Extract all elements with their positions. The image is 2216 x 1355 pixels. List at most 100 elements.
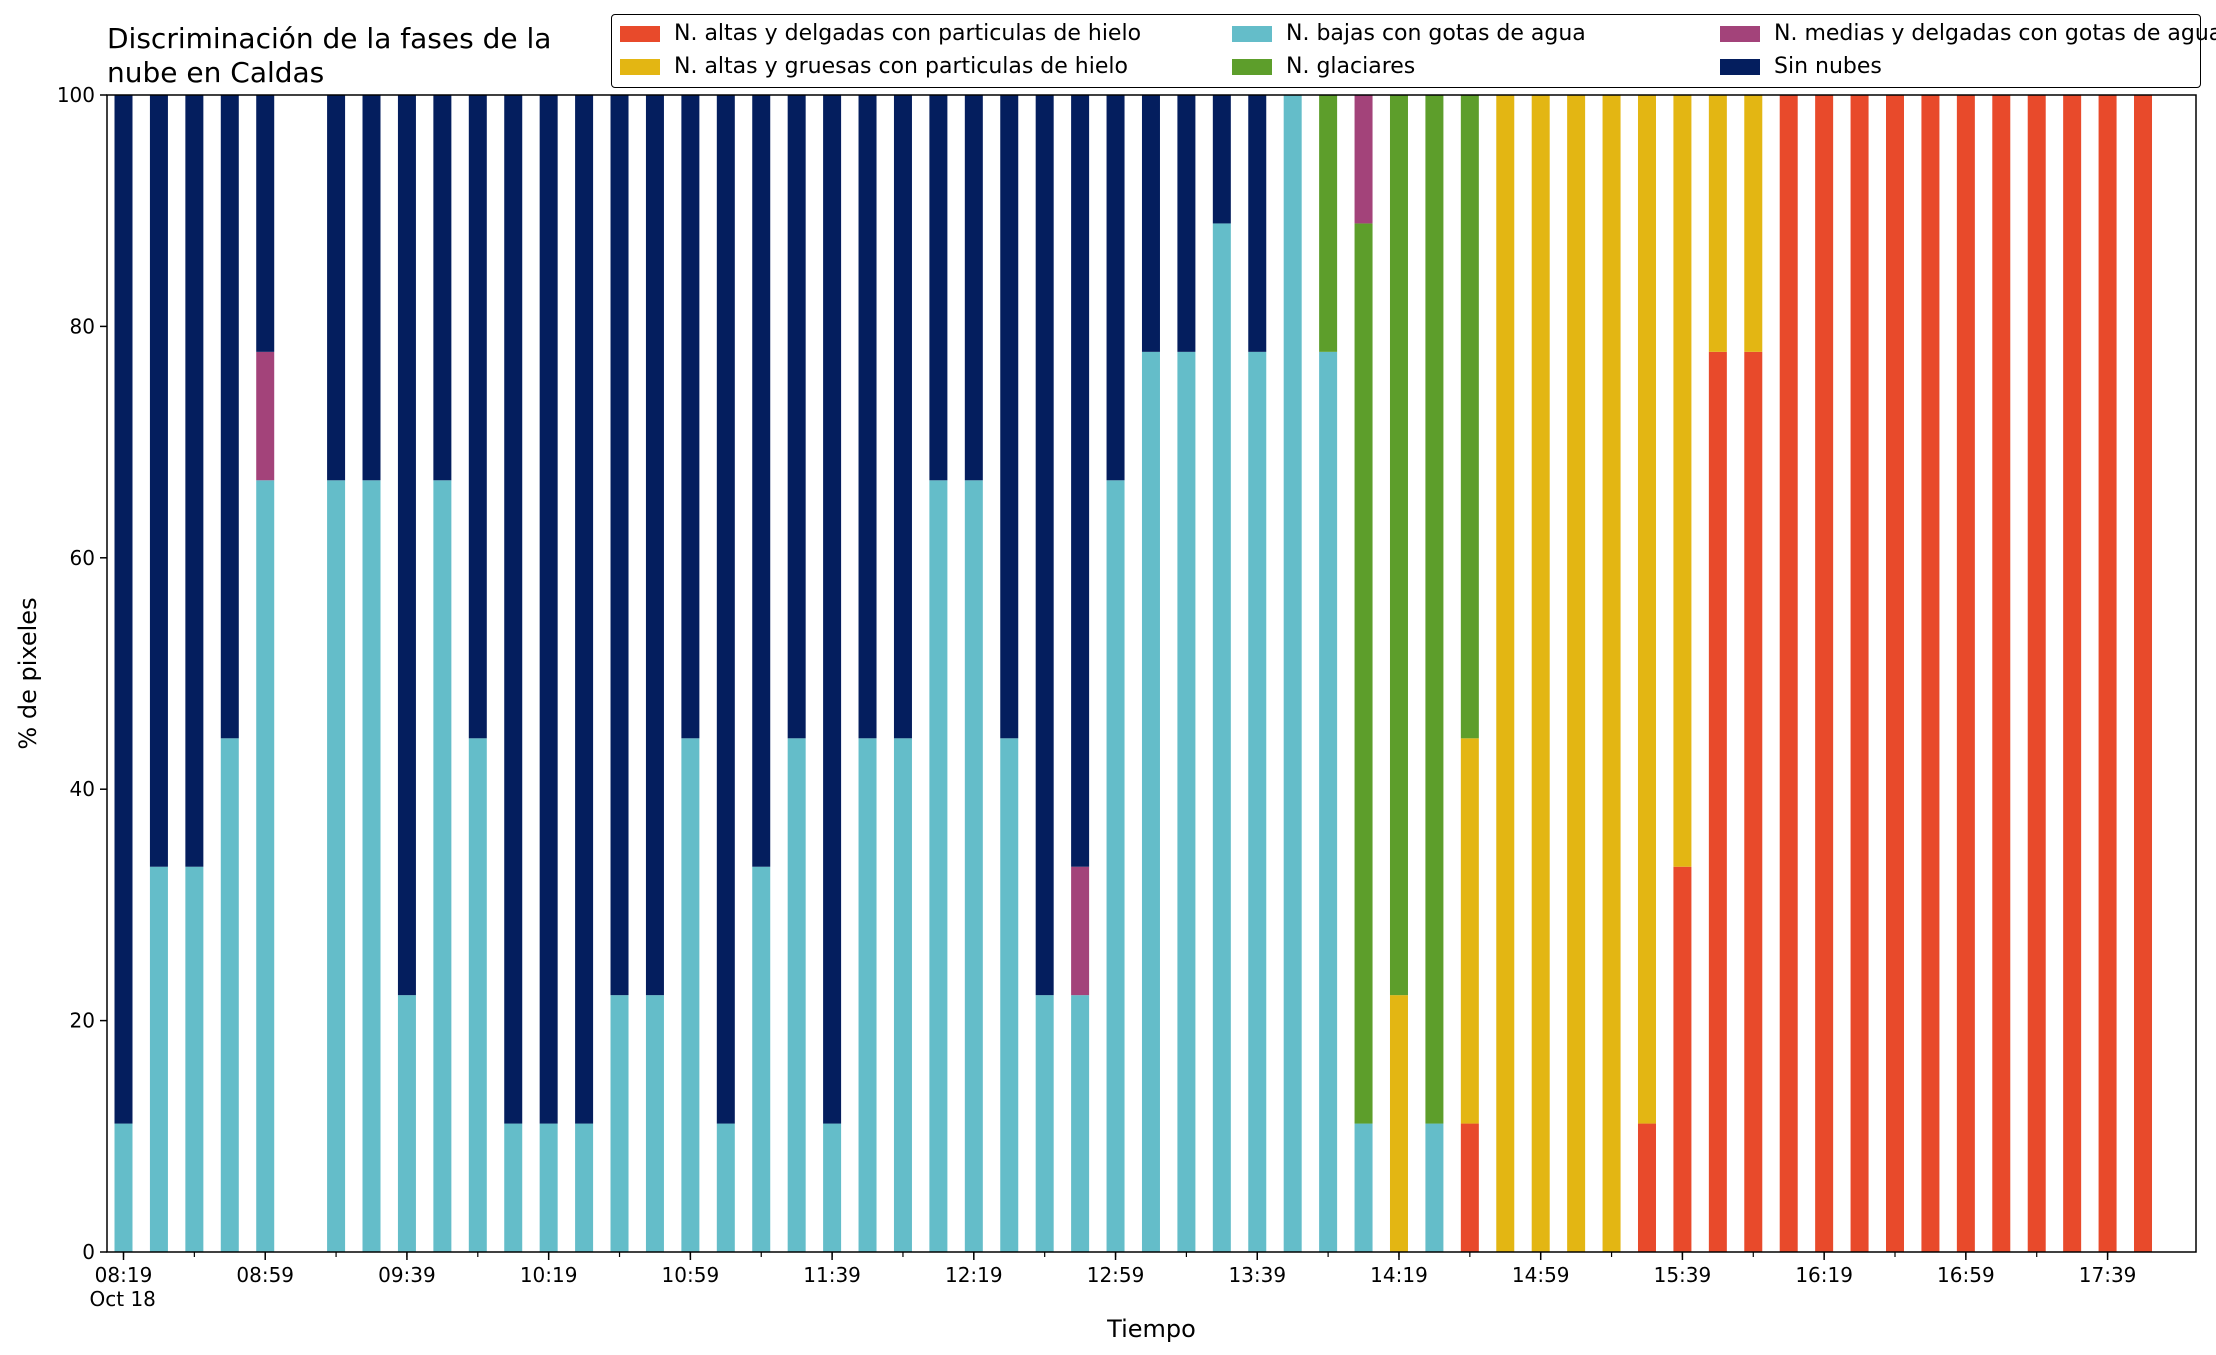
bar-segment: [256, 95, 275, 352]
y-tick-label: 0: [82, 1240, 95, 1264]
legend-swatch: [1232, 25, 1272, 42]
x-tick-label: 11:39: [803, 1263, 861, 1287]
bar-segment: [1035, 95, 1054, 996]
bar-segment: [220, 738, 239, 1252]
bar-segment: [433, 480, 452, 1252]
bar-segment: [1779, 95, 1798, 1252]
bar-segment: [1708, 351, 1727, 1252]
bar-segment: [1319, 95, 1338, 352]
x-tick-label: Oct 18: [90, 1287, 156, 1311]
bar-segment: [1248, 95, 1267, 352]
bar-segment: [752, 866, 771, 1252]
bar-segment: [1000, 738, 1019, 1252]
bar-segment: [1248, 351, 1267, 1252]
bar-segment: [1460, 1123, 1479, 1252]
bar-segment: [504, 1123, 523, 1252]
bar-segment: [1389, 995, 1408, 1252]
x-tick-label: 17:39: [2079, 1263, 2137, 1287]
bar-segment: [610, 995, 629, 1252]
legend: N. altas y delgadas con particulas de hi…: [611, 14, 2216, 88]
bar-segment: [1850, 95, 1869, 1252]
x-tick-label: 09:39: [378, 1263, 436, 1287]
bar-segment: [327, 480, 346, 1252]
bar-segment: [1212, 223, 1231, 1252]
bar-segment: [1425, 1123, 1444, 1252]
legend-label: N. medias y delgadas con gotas de agua: [1774, 21, 2216, 46]
legend-item: N. glaciares: [1232, 54, 1415, 79]
bar-segment: [362, 95, 381, 481]
x-tick-label: 10:19: [520, 1263, 578, 1287]
bar-segment: [858, 738, 877, 1252]
bar-segment: [1744, 95, 1763, 352]
legend-label: N. glaciares: [1286, 54, 1416, 79]
bar-segment: [468, 95, 487, 739]
x-tick-label: 16:19: [1795, 1263, 1853, 1287]
legend-swatch: [620, 58, 660, 75]
x-tick-label: 16:59: [1937, 1263, 1995, 1287]
x-tick-label: 08:19: [95, 1263, 153, 1287]
bar-segment: [1354, 95, 1373, 224]
bar-segment: [716, 1123, 735, 1252]
bar-segment: [1035, 995, 1054, 1252]
bar-segment: [1567, 95, 1586, 1252]
bar-segment: [539, 95, 558, 1124]
bar-segment: [185, 95, 204, 867]
bar-segment: [858, 95, 877, 739]
bar-segment: [1283, 95, 1302, 1252]
bar-segment: [220, 95, 239, 739]
bar-segment: [185, 866, 204, 1252]
bar-segment: [1071, 995, 1090, 1252]
legend-swatch: [1232, 58, 1272, 75]
y-tick-label: 100: [57, 83, 95, 107]
bar-segment: [1000, 95, 1019, 739]
bar-segment: [1673, 95, 1692, 867]
bar-segment: [1071, 95, 1090, 867]
bar-segment: [2098, 95, 2117, 1252]
bar-segment: [2027, 95, 2046, 1252]
bar-segment: [468, 738, 487, 1252]
bar-segment: [1212, 95, 1231, 224]
plot-frame: [106, 94, 2197, 1253]
x-axis-label: Tiempo: [1106, 1315, 1196, 1343]
bar-segment: [1319, 351, 1338, 1252]
bar-segment: [929, 95, 948, 481]
bar-segment: [1071, 866, 1090, 996]
y-axis-label: % de pixeles: [14, 597, 42, 749]
bar-segment: [114, 1123, 133, 1252]
bar-segment: [893, 95, 912, 739]
x-tick-label: 13:39: [1228, 1263, 1286, 1287]
legend-item: Sin nubes: [1720, 54, 1882, 79]
bar-segment: [1460, 95, 1479, 739]
bar-segment: [893, 738, 912, 1252]
bar-segment: [1354, 1123, 1373, 1252]
x-tick-label: 15:39: [1654, 1263, 1712, 1287]
bar-segment: [787, 95, 806, 739]
bar-segment: [1531, 95, 1550, 1252]
bar-segment: [752, 95, 771, 867]
legend-label: N. altas y gruesas con particulas de hie…: [674, 54, 1128, 79]
y-tick-label: 60: [70, 546, 95, 570]
legend-label: N. bajas con gotas de agua: [1286, 21, 1586, 46]
bar-segment: [1389, 95, 1408, 996]
bar-segment: [1141, 351, 1160, 1252]
bar-segment: [575, 95, 594, 1124]
bar-segment: [1106, 480, 1125, 1252]
bar-segment: [645, 95, 664, 996]
bar-segment: [1425, 95, 1444, 1124]
bar-segment: [1744, 351, 1763, 1252]
bar-segment: [539, 1123, 558, 1252]
bar-segment: [645, 995, 664, 1252]
bar-segment: [787, 738, 806, 1252]
bar-segment: [149, 866, 168, 1252]
bar-segment: [1141, 95, 1160, 352]
bar-segment: [1602, 95, 1621, 1252]
legend-swatch: [1720, 58, 1760, 75]
bar-segment: [2134, 95, 2153, 1252]
y-tick-label: 20: [70, 1009, 95, 1033]
legend-label: N. altas y delgadas con particulas de hi…: [674, 21, 1142, 46]
bar-segment: [256, 480, 275, 1252]
bar-segment: [397, 95, 416, 996]
chart-title: Discriminación de la fases de la nube en…: [107, 22, 552, 89]
bar-segment: [1921, 95, 1940, 1252]
bar-segment: [823, 95, 842, 1124]
